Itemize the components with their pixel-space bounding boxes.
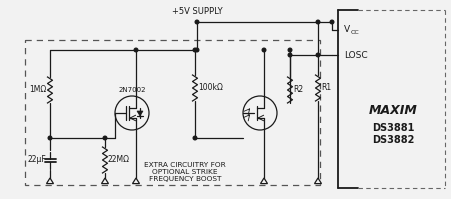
Circle shape [193,136,197,140]
Text: DS3881: DS3881 [373,123,414,133]
Text: CC: CC [351,30,360,35]
Text: 22μF: 22μF [27,155,46,165]
Text: /\/\X\/\: /\/\X\/\ [391,109,396,111]
Text: LOSC: LOSC [344,51,368,60]
Circle shape [193,48,197,52]
Circle shape [288,48,292,52]
Text: MAXIM: MAXIM [369,103,418,116]
Circle shape [316,53,320,57]
Circle shape [48,136,52,140]
Text: +5V SUPPLY: +5V SUPPLY [172,7,222,16]
Circle shape [134,48,138,52]
Text: EXTRA CIRCUITRY FOR
OPTIONAL STRIKE
FREQUENCY BOOST: EXTRA CIRCUITRY FOR OPTIONAL STRIKE FREQ… [144,162,226,182]
Bar [25,40,320,185]
Circle shape [103,136,107,140]
Text: 2N7002: 2N7002 [118,87,146,93]
Text: 100kΩ: 100kΩ [198,84,223,93]
Circle shape [195,20,199,24]
Text: 22MΩ: 22MΩ [108,155,130,165]
Circle shape [262,48,266,52]
Polygon shape [137,111,143,116]
Circle shape [195,48,199,52]
Circle shape [330,20,334,24]
Text: R2: R2 [293,86,303,95]
Text: V: V [344,25,350,34]
Circle shape [288,53,292,57]
Circle shape [316,20,320,24]
Text: 1MΩ: 1MΩ [29,86,46,95]
Text: DS3882: DS3882 [373,135,414,145]
Text: R1: R1 [321,84,331,93]
